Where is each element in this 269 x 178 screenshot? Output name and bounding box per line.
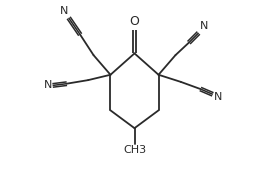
- Text: CH3: CH3: [123, 145, 146, 155]
- Text: N: N: [44, 80, 52, 90]
- Text: N: N: [199, 21, 208, 31]
- Text: N: N: [214, 92, 222, 102]
- Text: O: O: [130, 15, 139, 28]
- Text: N: N: [60, 6, 68, 16]
